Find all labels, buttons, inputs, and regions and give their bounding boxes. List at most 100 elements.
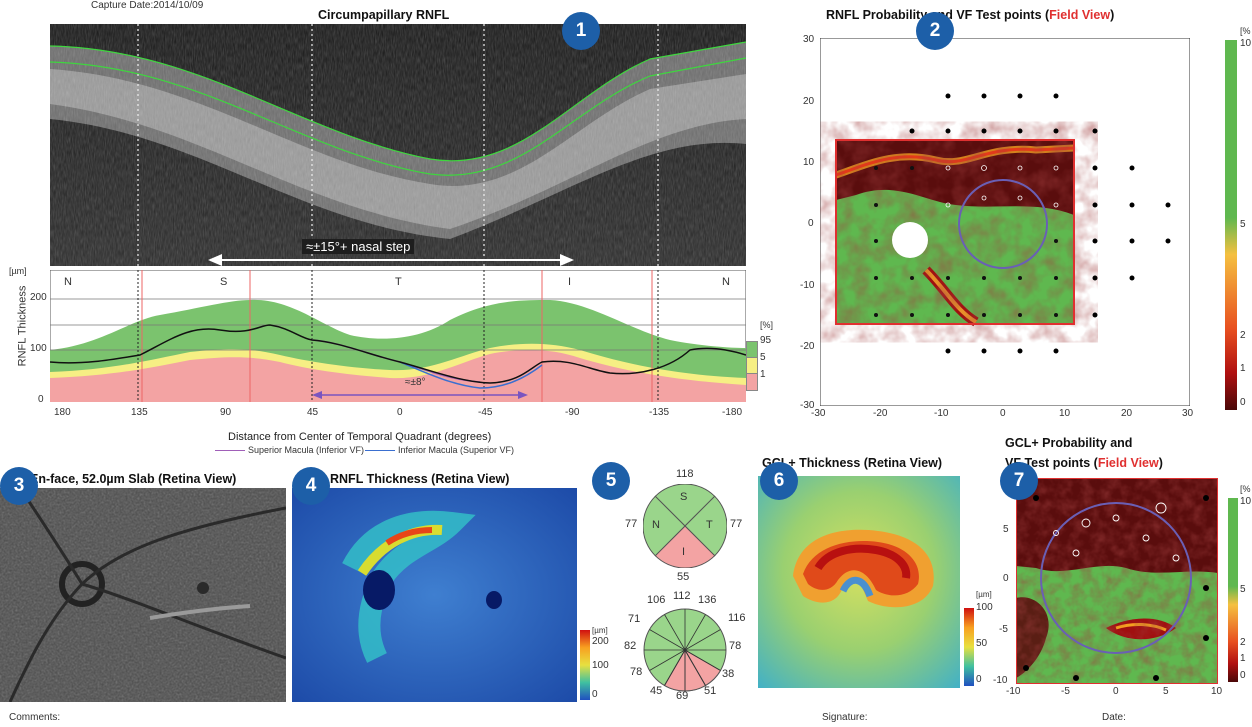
rnfl-y-tick: 200 — [30, 292, 47, 303]
p2-x-tick: -20 — [873, 408, 888, 419]
rnfl-y-tick: 0 — [38, 394, 44, 405]
quad-value-nasal: 77 — [625, 518, 638, 530]
p7-colorbar-tick: 10 — [1240, 496, 1252, 507]
p7-x-tick: -5 — [1061, 686, 1070, 697]
p2-x-tick: -10 — [934, 408, 949, 419]
p7-colorbar-tick: 5 — [1240, 584, 1246, 595]
comments-label: Comments: — [9, 712, 61, 723]
pct-legend-tick: 5 — [760, 352, 766, 363]
p2-colorbar-tick: 5 — [1240, 219, 1246, 230]
p4-colorbar — [580, 630, 590, 700]
p2-colorbar-tick: 0 — [1240, 397, 1246, 408]
quadrant-label: S — [220, 276, 228, 288]
rnfl-y-label: RNFL Thickness — [16, 285, 29, 367]
p2-y-tick: 10 — [803, 157, 815, 168]
p2-colorbar-tick: 10 — [1240, 38, 1252, 49]
pct-legend-pink — [746, 373, 758, 391]
p2-x-tick: 10 — [1059, 408, 1071, 419]
p6-colorbar-tick: 100 — [976, 602, 993, 613]
quad-letter-s: S — [680, 491, 688, 503]
panel7-title-line1: GCL+ Probability and — [1005, 436, 1133, 450]
p7-y-tick: 0 — [1003, 573, 1009, 584]
quadrant-chart — [643, 484, 727, 568]
quad-letter-n: N — [652, 519, 660, 531]
pct-legend-tick: 1 — [760, 369, 766, 380]
clock-value: 136 — [698, 594, 717, 606]
rnfl-x-tick: -180 — [722, 407, 743, 418]
badge-5: 5 — [592, 462, 630, 500]
pct-legend-tick: 95 — [760, 335, 772, 346]
rnfl-x-tick: 45 — [307, 407, 319, 418]
badge-4: 4 — [292, 467, 330, 505]
p6-colorbar — [964, 608, 974, 686]
p7-x-tick: 10 — [1211, 686, 1223, 697]
badge-1: 1 — [562, 12, 600, 50]
quadrant-label: I — [568, 276, 572, 288]
clock-value: 112 — [673, 590, 691, 602]
badge-2: 2 — [916, 12, 954, 50]
badge-7: 7 — [1000, 462, 1038, 500]
p2-y-tick: -20 — [800, 341, 815, 352]
p7-colorbar-tick: 2 — [1240, 637, 1246, 648]
nasal-step-label: ≈±15°+ nasal step — [302, 239, 415, 254]
clock-value: 38 — [722, 668, 735, 680]
badge-3: 3 — [0, 467, 38, 505]
p6-colorbar-unit: [µm] — [976, 590, 992, 599]
rnfl-thickness-graph — [50, 270, 746, 402]
clock-value: 78 — [630, 666, 643, 678]
rnfl-x-tick: 135 — [131, 407, 148, 418]
clock-value: 45 — [650, 685, 663, 697]
rnfl-y-unit: [µm] — [9, 266, 27, 276]
p2-x-tick: 30 — [1182, 408, 1194, 419]
clock-value: 51 — [704, 685, 717, 697]
p7-x-tick: 5 — [1163, 686, 1169, 697]
p2-colorbar — [1225, 40, 1237, 410]
p2-y-tick: 30 — [803, 34, 815, 45]
p2-x-tick: -30 — [811, 408, 826, 419]
rnfl-x-tick: -45 — [478, 407, 493, 418]
panel2-title: RNFL Probability and VF Test points (Fie… — [826, 8, 1115, 22]
p2-colorbar-tick: 1 — [1240, 363, 1246, 374]
panel1-title: Circumpapillary RNFL — [318, 8, 450, 22]
quad-value-temporal: 77 — [730, 518, 743, 530]
p2-y-tick: -30 — [800, 400, 815, 411]
clock-hour-chart — [643, 608, 727, 692]
legend-inferior-macula: Inferior Macula (Superior VF) — [365, 445, 514, 455]
p7-y-tick: -10 — [993, 675, 1008, 686]
gcl-thickness-map — [758, 476, 960, 688]
p6-colorbar-tick: 0 — [976, 674, 982, 685]
clock-value: 78 — [729, 640, 742, 652]
rnfl-x-tick: -135 — [649, 407, 670, 418]
p2-colorbar-unit: [% — [1240, 26, 1251, 36]
p7-x-tick: -10 — [1006, 686, 1021, 697]
p2-y-tick: 0 — [808, 218, 814, 229]
p2-x-tick: 20 — [1121, 408, 1133, 419]
clock-value: 82 — [624, 640, 637, 652]
panel3-title: En-face, 52.0µm Slab (Retina View) — [30, 472, 237, 486]
rnfl-x-tick: 90 — [220, 407, 232, 418]
panel6-title: GCL+ Thickness (Retina View) — [762, 456, 943, 470]
p7-y-tick: 5 — [1003, 524, 1009, 535]
gcl-probability-plot — [1016, 478, 1218, 684]
p2-x-tick: 0 — [1000, 408, 1006, 419]
p4-colorbar-unit: [µm] — [592, 626, 608, 635]
badge-6: 6 — [760, 462, 798, 500]
p4-colorbar-tick: 100 — [592, 660, 609, 671]
quad-value-superior: 118 — [676, 468, 694, 480]
quad-letter-t: T — [706, 519, 713, 531]
rnfl-thickness-map — [292, 488, 577, 702]
rnfl-y-tick: 100 — [30, 343, 47, 354]
rnfl-x-tick: -90 — [565, 407, 580, 418]
signature-label: Signature: — [822, 712, 868, 723]
p2-y-tick: -10 — [800, 280, 815, 291]
quadrant-label: T — [395, 276, 402, 288]
p7-y-tick: -5 — [999, 624, 1008, 635]
p7-x-tick: 0 — [1113, 686, 1119, 697]
clock-value: 116 — [728, 612, 746, 624]
panel4-title: RNFL Thickness (Retina View) — [330, 472, 510, 486]
quad-letter-i: I — [682, 546, 686, 558]
capture-date: Capture Date:2014/10/09 — [91, 0, 204, 11]
rnfl-probability-plot — [820, 38, 1190, 406]
clock-value: 71 — [628, 613, 641, 625]
clock-value: 106 — [647, 594, 666, 606]
